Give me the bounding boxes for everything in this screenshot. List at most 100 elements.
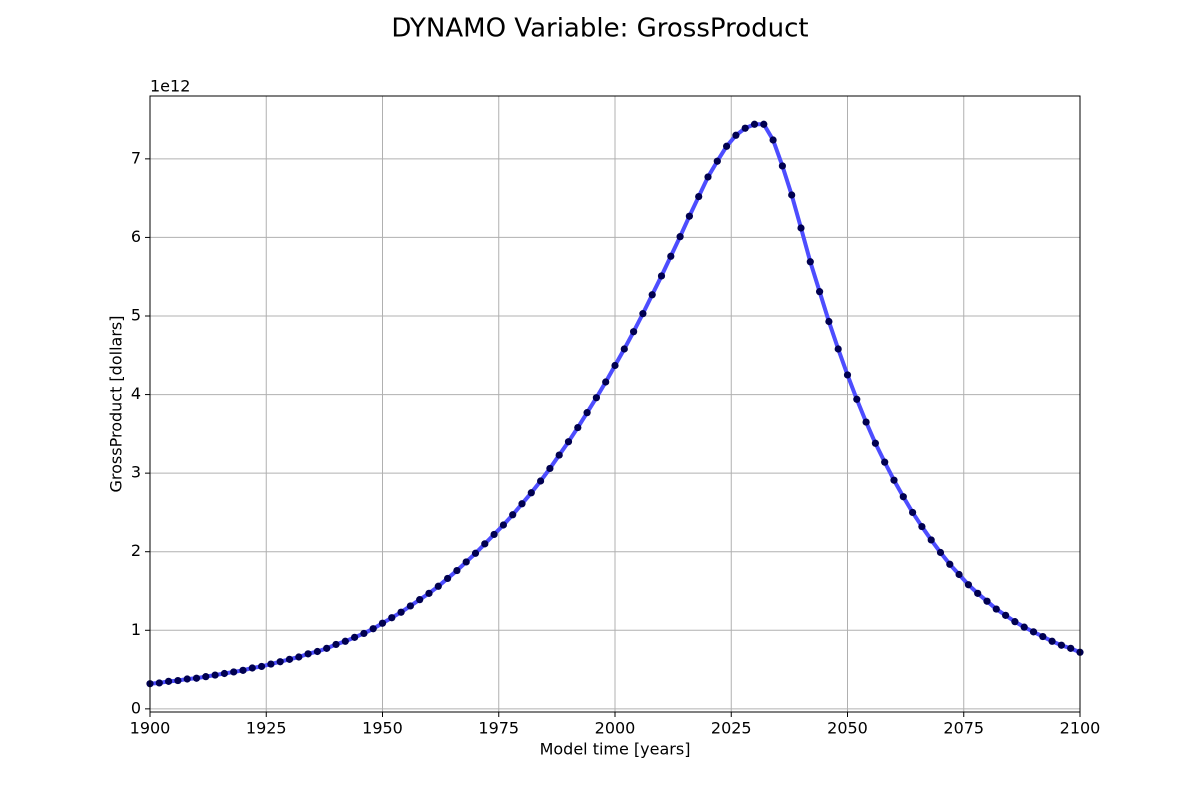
data-point: [983, 597, 991, 605]
data-point: [723, 142, 731, 150]
data-point: [881, 458, 889, 466]
data-point: [1029, 628, 1038, 636]
data-point: [574, 423, 582, 432]
data-point: [202, 673, 210, 681]
y-offset-text: 1e12: [150, 77, 190, 96]
data-point: [890, 476, 898, 484]
data-point: [304, 650, 312, 658]
data-point: [611, 361, 619, 370]
y-tick-label: 4: [131, 384, 141, 403]
data-point: [369, 625, 377, 633]
data-point: [360, 629, 368, 638]
data-point: [295, 653, 303, 661]
y-axis-label: GrossProduct [dollars]: [107, 316, 126, 493]
data-point: [695, 192, 703, 201]
data-point: [843, 371, 852, 379]
x-tick-label: 2000: [595, 719, 636, 738]
data-point: [555, 451, 563, 459]
data-point: [211, 671, 219, 679]
data-point: [276, 658, 284, 666]
data-point: [183, 675, 191, 683]
y-tick-label: 5: [131, 306, 141, 325]
data-point: [313, 647, 321, 656]
data-point: [1011, 618, 1019, 626]
data-point: [806, 258, 814, 266]
data-point: [657, 272, 666, 280]
x-tick-label: 2100: [1060, 719, 1101, 738]
data-point: [899, 493, 907, 501]
data-point: [397, 608, 405, 616]
data-point: [499, 521, 507, 529]
x-tick-label: 1925: [246, 719, 287, 738]
data-point: [648, 291, 656, 299]
x-tick-label: 1950: [362, 719, 403, 738]
data-point: [518, 500, 526, 508]
data-point: [853, 395, 861, 403]
y-tick-label: 7: [131, 148, 141, 167]
data-point: [406, 602, 414, 610]
data-point: [453, 566, 461, 575]
data-point: [816, 288, 824, 296]
data-point: [602, 378, 610, 386]
data-point: [174, 676, 182, 685]
data-point: [564, 438, 573, 446]
data-point: [620, 345, 628, 353]
data-point: [955, 570, 963, 579]
data-point: [760, 120, 768, 128]
data-point: [630, 328, 638, 336]
data-point: [713, 157, 721, 165]
data-point: [974, 589, 982, 597]
data-point: [192, 674, 201, 682]
data-point: [1057, 641, 1065, 649]
data-point: [267, 660, 275, 668]
data-point: [434, 582, 442, 590]
data-point: [239, 666, 247, 674]
data-point: [444, 574, 452, 583]
y-tick-label: 3: [131, 463, 141, 482]
y-tick-label: 1: [131, 620, 141, 639]
data-point: [1067, 644, 1075, 652]
data-point: [592, 394, 601, 402]
x-tick-label: 1900: [130, 719, 171, 738]
data-point: [834, 345, 842, 353]
data-point: [332, 640, 340, 649]
data-point: [323, 644, 331, 652]
data-point: [378, 619, 387, 627]
data-point: [704, 173, 712, 181]
data-point: [388, 614, 396, 622]
data-point: [685, 212, 694, 220]
y-tick-label: 2: [131, 541, 141, 560]
data-point: [1048, 637, 1056, 645]
data-point: [639, 310, 647, 318]
data-point: [471, 549, 480, 557]
data-point: [490, 530, 498, 539]
data-point: [155, 679, 163, 687]
x-tick-label: 2075: [943, 719, 984, 738]
data-point: [909, 508, 917, 517]
data-point: [509, 511, 517, 519]
data-point: [769, 136, 777, 144]
data-point: [862, 418, 870, 426]
data-point: [462, 558, 470, 566]
data-point: [230, 668, 238, 676]
data-point: [946, 560, 954, 568]
data-point: [583, 409, 591, 417]
data-point: [351, 633, 359, 641]
data-point: [481, 540, 489, 548]
x-tick-label: 2050: [827, 719, 868, 738]
chart-title: DYNAMO Variable: GrossProduct: [391, 14, 808, 44]
data-point: [165, 677, 173, 685]
data-point: [1039, 632, 1047, 641]
data-point: [248, 664, 256, 672]
data-point: [537, 477, 545, 485]
data-point: [341, 637, 349, 645]
data-point: [992, 605, 1000, 613]
data-point: [1002, 611, 1010, 619]
data-point: [964, 581, 973, 589]
data-point: [416, 596, 424, 604]
data-point: [918, 522, 926, 531]
data-point: [527, 489, 535, 497]
data-point: [936, 548, 945, 557]
data-point: [732, 131, 740, 139]
